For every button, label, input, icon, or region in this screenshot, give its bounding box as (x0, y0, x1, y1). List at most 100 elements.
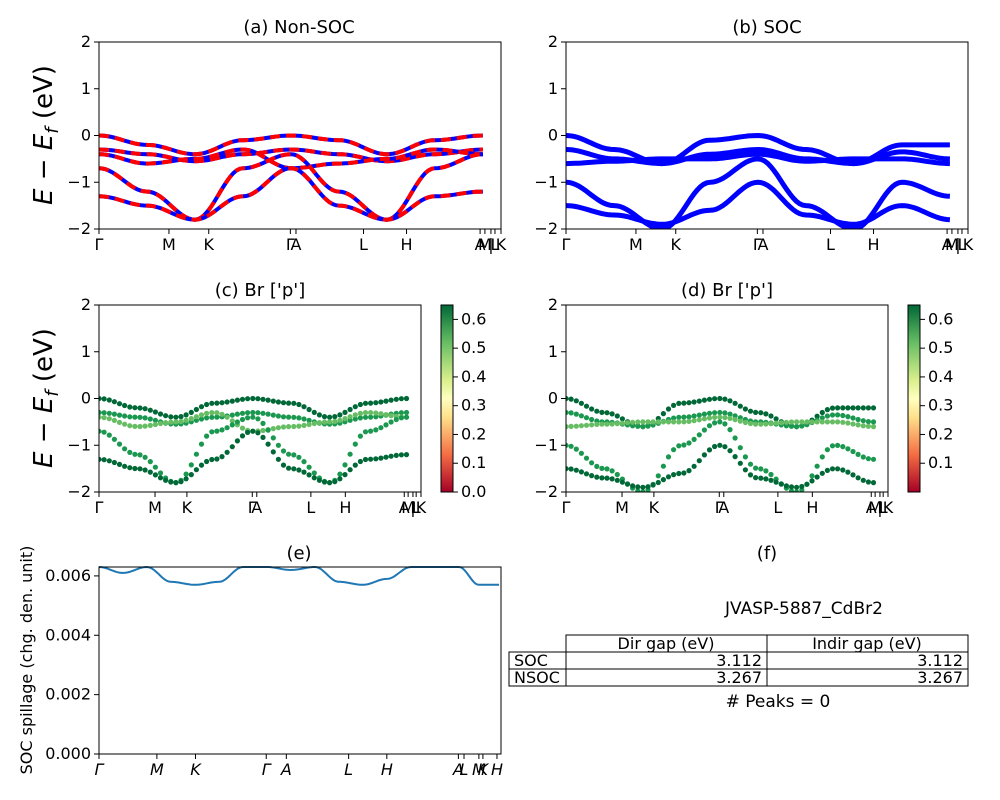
panel-d-point (783, 483, 790, 489)
panel-c-point (275, 413, 281, 419)
panel-c-point (265, 397, 271, 403)
panel-c-point (147, 407, 153, 413)
panel-d-point (819, 470, 825, 476)
panel-d-point (609, 468, 615, 474)
colorbar-c-tick-label: 0.4 (461, 367, 486, 386)
panel-c-ytick-label: −2 (67, 482, 91, 501)
panel-d-point (824, 467, 831, 473)
panel-d-point (671, 447, 677, 453)
panel-c-point (347, 406, 353, 413)
panel-c-point (296, 467, 302, 473)
panel-d-point (583, 415, 590, 421)
panel-c-point (250, 414, 256, 420)
panel-c-point (275, 425, 281, 431)
panel-d-point (619, 420, 626, 426)
panel-e-xtick-label: K (190, 760, 202, 779)
panel-d-point (855, 416, 861, 423)
panel-c-point (122, 402, 128, 409)
panel-d-point (860, 423, 866, 429)
panel-c-point (347, 414, 353, 420)
panel-c-point (270, 426, 276, 432)
panel-c-point (383, 412, 389, 418)
panel-d-point (619, 479, 626, 485)
panel-c-point (224, 425, 230, 431)
panel-c-point (383, 398, 389, 404)
panel-c-point (342, 416, 348, 422)
panel-c-point (122, 421, 128, 427)
panel-d-point (665, 454, 672, 460)
panel-a-xtick-label: M (162, 235, 176, 254)
panel-b-band-4 (566, 179, 951, 227)
panel-d-point (568, 466, 574, 472)
panel-b-ytick-label: 2 (548, 32, 558, 51)
panel-c-point (152, 464, 158, 470)
panel-c-point (168, 419, 174, 425)
panel-c-point (147, 469, 153, 475)
colorbar-d-tick-label: 0.2 (928, 424, 953, 443)
panel-c-point (368, 456, 374, 462)
panel-e-xtick-label: Γ (95, 760, 105, 779)
panel-c-point (347, 417, 353, 423)
panel-d-point (717, 419, 723, 425)
panel-c-point (142, 406, 148, 412)
panel-c-ytick-label: 0 (81, 389, 91, 408)
panel-c-point (132, 451, 138, 457)
panel-c-point (352, 416, 358, 422)
panel-c-point (321, 479, 328, 485)
panel-c-point (332, 479, 338, 485)
panel-d-point (645, 419, 651, 425)
panel-c-point (286, 414, 292, 420)
panel-c-point (229, 398, 235, 404)
table-row-soc-label: SOC (514, 651, 548, 670)
panel-c-point (270, 449, 276, 455)
panel-e-xtick-label: L (344, 760, 353, 779)
panel-d-point (609, 476, 615, 482)
panel-d-point (681, 470, 687, 476)
panel-c-point (260, 434, 266, 440)
panel-c-point (132, 405, 138, 411)
panel-c-xtick-label: M (148, 498, 162, 517)
panel-c-xtick-label: K (416, 498, 427, 517)
panel-d-ytick-label: −2 (534, 482, 558, 501)
panel-c-point (378, 425, 384, 431)
panel-d-point (681, 414, 687, 420)
panel-d-point (732, 400, 738, 406)
panel-d-point (870, 419, 877, 425)
panel-d-xtick-label: H (806, 498, 818, 517)
panel-d-ytick-label: 0 (548, 389, 558, 408)
panel-d-point (758, 410, 764, 416)
panel-d-point (604, 466, 610, 472)
panel-d-point (578, 423, 585, 429)
panel-d-point (860, 405, 866, 411)
panel-c-point (362, 414, 369, 420)
panel-d-xtick-label: L (773, 498, 782, 517)
panel-a-ylabel: E − Ef (eV) (29, 65, 63, 205)
panel-c-point (173, 419, 179, 425)
panel-d-title: (d) Br ['p'] (681, 280, 773, 301)
panel-d-point (727, 448, 733, 454)
panel-d-point (835, 466, 841, 472)
table-row-soc-indir: 3.112 (917, 651, 963, 670)
panel-c-point (101, 410, 107, 416)
colorbar-d-tick-label: 0.1 (928, 453, 953, 472)
panel-e-xtick-label: A (280, 760, 292, 779)
panel-d-point (778, 481, 784, 487)
panel-c-point (198, 441, 205, 447)
panel-d-point (578, 413, 585, 419)
panel-c-point (163, 413, 169, 419)
panel-c-point (286, 424, 292, 430)
panel-c-point (173, 414, 179, 420)
panel-d-point (676, 419, 682, 425)
panel-d-point (566, 409, 569, 416)
panel-d-point (758, 475, 764, 481)
panel-b-ytick-label: 1 (548, 79, 558, 98)
panel-c-point (214, 456, 220, 462)
panel-c-point (209, 410, 215, 416)
panel-d-point (753, 409, 759, 415)
panel-d-point (758, 466, 764, 472)
panel-c-point (280, 462, 287, 468)
panel-c-point (357, 433, 363, 439)
panel-d-xtick-label: Γ (562, 498, 571, 517)
panel-d-point (566, 424, 569, 430)
panel-c-point (122, 446, 128, 452)
